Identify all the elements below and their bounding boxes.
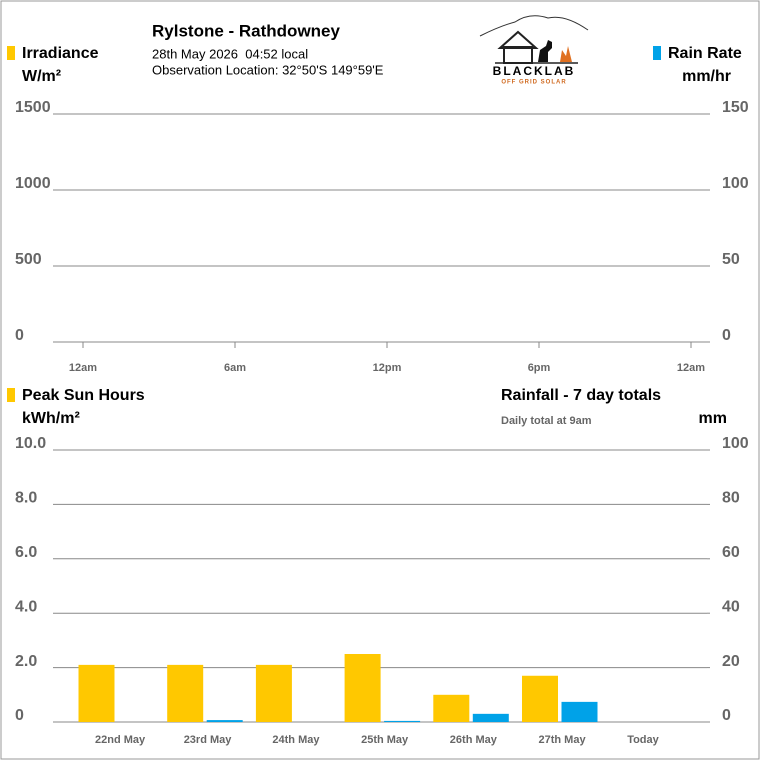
- y-tick-label: 0: [15, 327, 24, 344]
- legend-label: Peak Sun Hours: [22, 387, 145, 404]
- y2-tick-label: 100: [722, 435, 749, 452]
- legend-swatch: [653, 46, 661, 60]
- legend-swatch: [7, 388, 15, 402]
- y-unit: W/m²: [22, 68, 61, 85]
- x-tick-label: 6am: [224, 362, 246, 374]
- bar: [344, 654, 381, 722]
- chart-title: Rainfall - 7 day totals: [501, 387, 661, 404]
- x-tick-label: 26th May: [450, 734, 498, 746]
- y-tick-label: 10.0: [15, 435, 46, 452]
- location: Observation Location: 32°50'S 149°59'E: [152, 62, 384, 77]
- bar: [206, 720, 243, 722]
- y2-tick-label: 0: [722, 707, 731, 724]
- y2-tick-label: 80: [722, 490, 740, 507]
- y-tick-label: 8.0: [15, 490, 37, 507]
- bar: [472, 713, 509, 722]
- y2-tick-label: 20: [722, 653, 740, 670]
- y2-tick-label: 50: [722, 251, 740, 268]
- legend-swatch: [7, 46, 15, 60]
- x-tick-label: 6pm: [528, 362, 551, 374]
- legend-label: Irradiance: [22, 45, 99, 62]
- y-tick-label: 4.0: [15, 598, 37, 615]
- y2-unit: mm/hr: [682, 68, 731, 85]
- y2-tick-label: 40: [722, 598, 740, 615]
- y-tick-label: 0: [15, 707, 24, 724]
- bar: [255, 664, 292, 722]
- y2-unit: mm: [699, 410, 727, 427]
- y-tick-label: 2.0: [15, 653, 37, 670]
- y-tick-label: 1500: [15, 99, 51, 116]
- y2-tick-label: 150: [722, 99, 749, 116]
- x-tick-label: Today: [627, 734, 659, 746]
- y-tick-label: 500: [15, 251, 42, 268]
- bar: [167, 664, 204, 722]
- date: 28th May 2026 04:52 local: [152, 46, 308, 61]
- title: Rylstone - Rathdowney: [152, 21, 341, 40]
- bar: [78, 664, 115, 722]
- x-tick-label: 24th May: [272, 734, 320, 746]
- x-tick-label: 12am: [69, 362, 97, 374]
- x-tick-label: 22nd May: [95, 734, 146, 746]
- bar: [384, 720, 421, 722]
- x-tick-label: 27th May: [539, 734, 587, 746]
- x-tick-label: 23rd May: [184, 734, 233, 746]
- x-tick-label: 25th May: [361, 734, 409, 746]
- y-tick-label: 1000: [15, 175, 51, 192]
- logo: BLACKLAB OFF GRID SOLAR: [479, 15, 589, 86]
- y2-tick-label: 60: [722, 544, 740, 561]
- y2-tick-label: 100: [722, 175, 749, 192]
- bar: [522, 675, 558, 722]
- y-tick-label: 6.0: [15, 544, 37, 561]
- y2-tick-label: 0: [722, 327, 731, 344]
- x-tick-label: 12pm: [373, 362, 402, 374]
- logo-name: BLACKLAB: [493, 64, 576, 78]
- bar: [433, 694, 470, 722]
- legend-label: Rain Rate: [668, 45, 742, 62]
- x-tick-label: 12am: [677, 362, 705, 374]
- bar: [561, 701, 598, 722]
- logo-tagline: OFF GRID SOLAR: [501, 80, 566, 86]
- chart-subtitle: Daily total at 9am: [501, 415, 592, 427]
- y-unit: kWh/m²: [22, 410, 80, 427]
